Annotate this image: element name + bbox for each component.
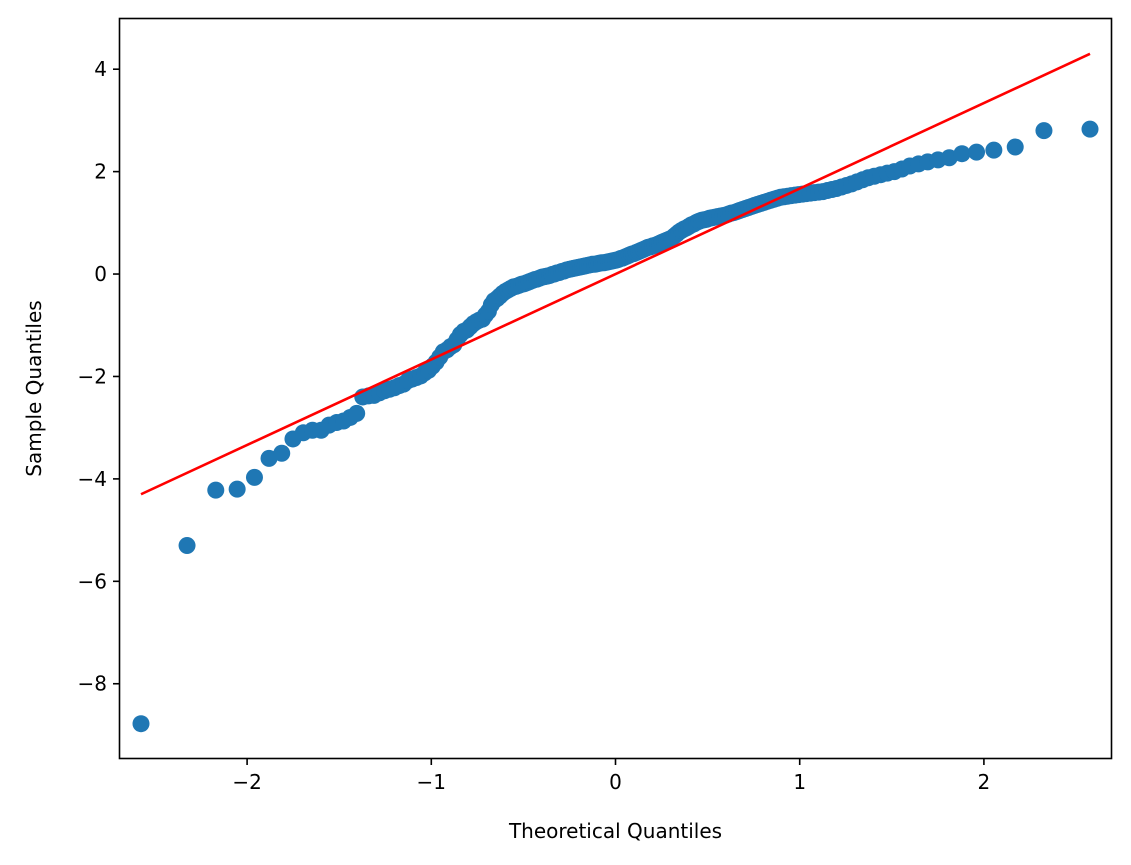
y-tick-label: −4 — [78, 467, 107, 491]
data-point — [1081, 120, 1099, 138]
x-tick-label: 0 — [609, 770, 622, 794]
data-point — [968, 143, 986, 161]
data-point — [1006, 138, 1024, 156]
x-tick-label: −1 — [417, 770, 446, 794]
y-tick-label: 0 — [94, 262, 107, 286]
reference-line — [140, 52, 1091, 496]
data-point — [1035, 122, 1053, 140]
y-tick-label: 2 — [94, 160, 107, 184]
reference-line-group — [140, 52, 1091, 496]
x-tick-label: −2 — [232, 770, 261, 794]
data-point — [245, 468, 263, 486]
data-point — [207, 481, 225, 499]
x-tick-label: 2 — [978, 770, 991, 794]
data-point — [273, 444, 291, 462]
y-tick-label: −2 — [78, 364, 107, 388]
data-point — [348, 404, 366, 422]
x-axis-label: Theoretical Quantiles — [508, 819, 722, 843]
y-tick-label: 4 — [94, 57, 107, 81]
data-point — [178, 536, 196, 554]
x-axis-ticks: −2 −1 0 1 2 — [232, 758, 990, 794]
data-point — [132, 715, 150, 733]
data-point — [260, 449, 278, 467]
data-point — [228, 480, 246, 498]
data-point — [953, 145, 971, 163]
y-axis-ticks: −8 −6 −4 −2 0 2 4 — [78, 57, 120, 696]
y-axis-label: Sample Quantiles — [22, 300, 46, 476]
data-point — [985, 141, 1003, 159]
x-tick-label: 1 — [793, 770, 806, 794]
y-tick-label: −8 — [78, 672, 107, 696]
y-tick-label: −6 — [78, 569, 107, 593]
